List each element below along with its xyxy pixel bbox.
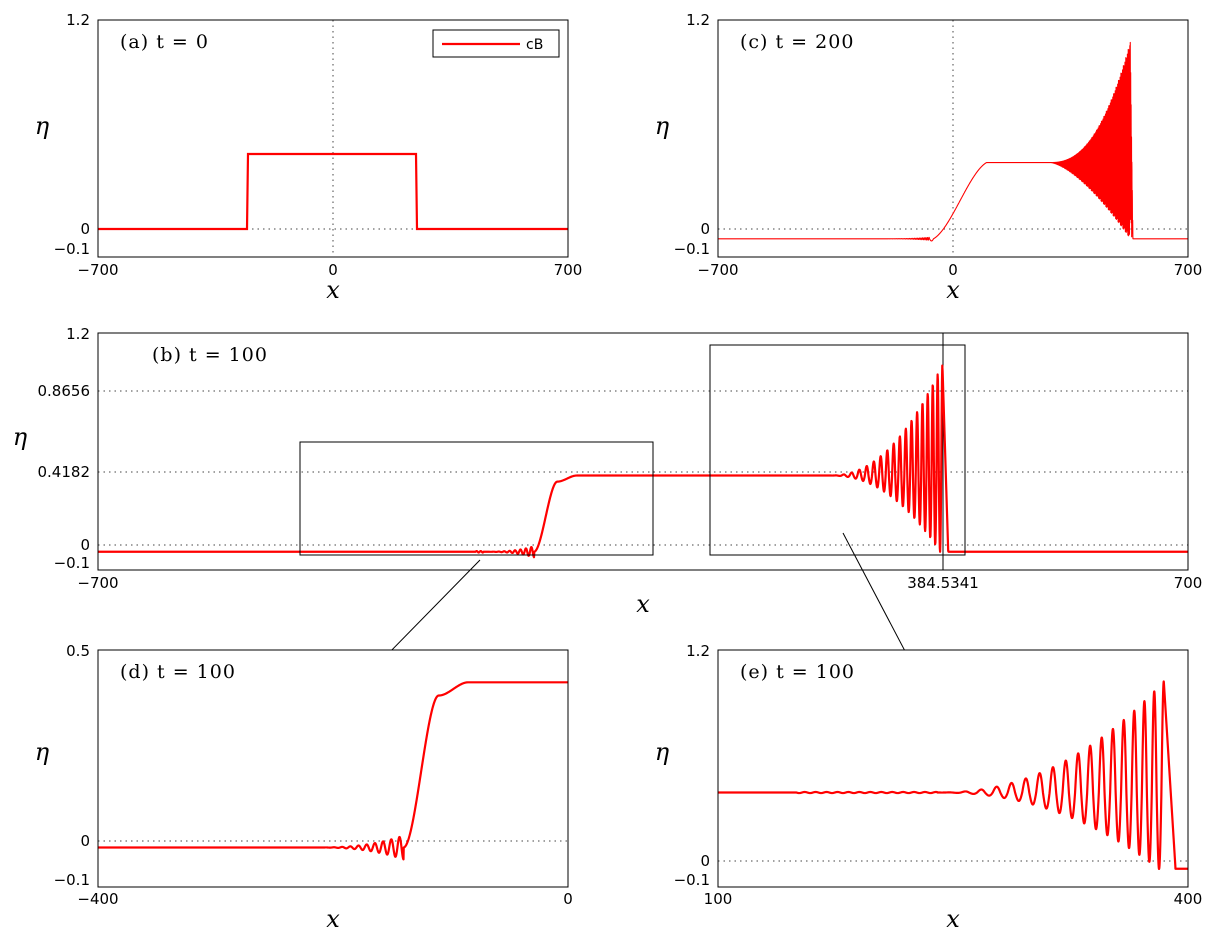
series-line-cB [98, 152, 568, 231]
series-cB [718, 41, 1188, 242]
x-axis-label: x [326, 905, 340, 933]
x-tick-0: 0 [948, 261, 958, 279]
y-tick-1.2: 1.2 [66, 11, 90, 29]
axes-frame [717, 649, 1189, 888]
axes-frame [97, 19, 569, 258]
y-tick-neg0.1: −0.1 [674, 240, 710, 258]
x-tick-700: 700 [1174, 574, 1203, 592]
legend: cB [432, 29, 560, 58]
series-cB [98, 681, 568, 861]
x-tick-neg400: −400 [77, 890, 118, 908]
x-tick-100: 100 [704, 890, 733, 908]
x-tick-0: 0 [563, 890, 573, 908]
x-tick-neg700: −700 [77, 261, 118, 279]
y-tick-neg0.1: −0.1 [54, 554, 90, 572]
series-line-cB [98, 364, 1188, 559]
x-tick-384.5341: 384.5341 [907, 574, 979, 592]
plot-area [718, 650, 1188, 887]
series-line-cB [718, 41, 1188, 242]
y-axis-label: η [35, 738, 50, 766]
y-tick-0: 0 [80, 536, 90, 554]
series-line-cB [718, 680, 1188, 871]
panel-d: 0.5 0 −0.1 −400 0 x η (d) t = 100 [35, 642, 573, 933]
x-tick-700: 700 [1174, 261, 1203, 279]
axes-frame [97, 649, 569, 888]
axes-frame [97, 332, 1189, 571]
x-tick-0: 0 [328, 261, 338, 279]
y-tick-0: 0 [80, 832, 90, 850]
panel-b: 1.2 0.8656 0.4182 0 −0.1 −700 384.5341 7… [13, 325, 1203, 618]
y-tick-0.8656: 0.8656 [38, 382, 91, 400]
y-tick-1.2: 1.2 [686, 11, 710, 29]
y-axis-label: η [655, 738, 670, 766]
y-tick-0: 0 [700, 220, 710, 238]
x-tick-neg700: −700 [697, 261, 738, 279]
panel-title: (e) t = 100 [740, 661, 855, 683]
y-axis-label: η [35, 112, 50, 140]
x-tick-400: 400 [1174, 890, 1203, 908]
x-tick-neg700: −700 [77, 574, 118, 592]
y-tick-0.5: 0.5 [66, 642, 90, 660]
panel-title: (d) t = 100 [120, 661, 236, 683]
x-axis-label: x [636, 590, 650, 618]
y-tick-1.2: 1.2 [66, 325, 90, 343]
y-tick-neg0.1: −0.1 [54, 240, 90, 258]
series-line-cB [98, 681, 568, 861]
y-tick-0.4182: 0.4182 [38, 463, 91, 481]
panel-e: 1.2 0 −0.1 100 400 x η (e) t = 100 [655, 642, 1203, 933]
y-tick-0: 0 [700, 852, 710, 870]
y-tick-neg0.1: −0.1 [54, 871, 90, 889]
y-tick-1.2: 1.2 [686, 642, 710, 660]
y-axis-label: η [655, 112, 670, 140]
x-axis-label: x [946, 276, 960, 304]
panel-a: 1.2 0 −0.1 −700 0 700 x η (a) t = 0 cB [35, 11, 583, 304]
legend-label: cB [526, 37, 543, 53]
plot-area [98, 333, 1188, 570]
y-tick-0: 0 [80, 220, 90, 238]
x-tick-700: 700 [554, 261, 583, 279]
panel-c: 1.2 0 −0.1 −700 0 700 x η (c) t = 200 [655, 11, 1203, 304]
plot-area [98, 650, 568, 887]
panel-title: (c) t = 200 [740, 31, 854, 53]
axes-frame [717, 19, 1189, 258]
zoom-box-d [299, 441, 654, 556]
panel-title: (a) t = 0 [120, 31, 209, 53]
series-cB [718, 680, 1188, 871]
zoom-box-e [709, 344, 966, 556]
x-axis-label: x [326, 276, 340, 304]
y-axis-label: η [13, 423, 28, 451]
series-cB [98, 364, 1188, 559]
x-axis-label: x [946, 905, 960, 933]
panel-title: (b) t = 100 [152, 344, 268, 366]
y-tick-neg0.1: −0.1 [674, 871, 710, 889]
